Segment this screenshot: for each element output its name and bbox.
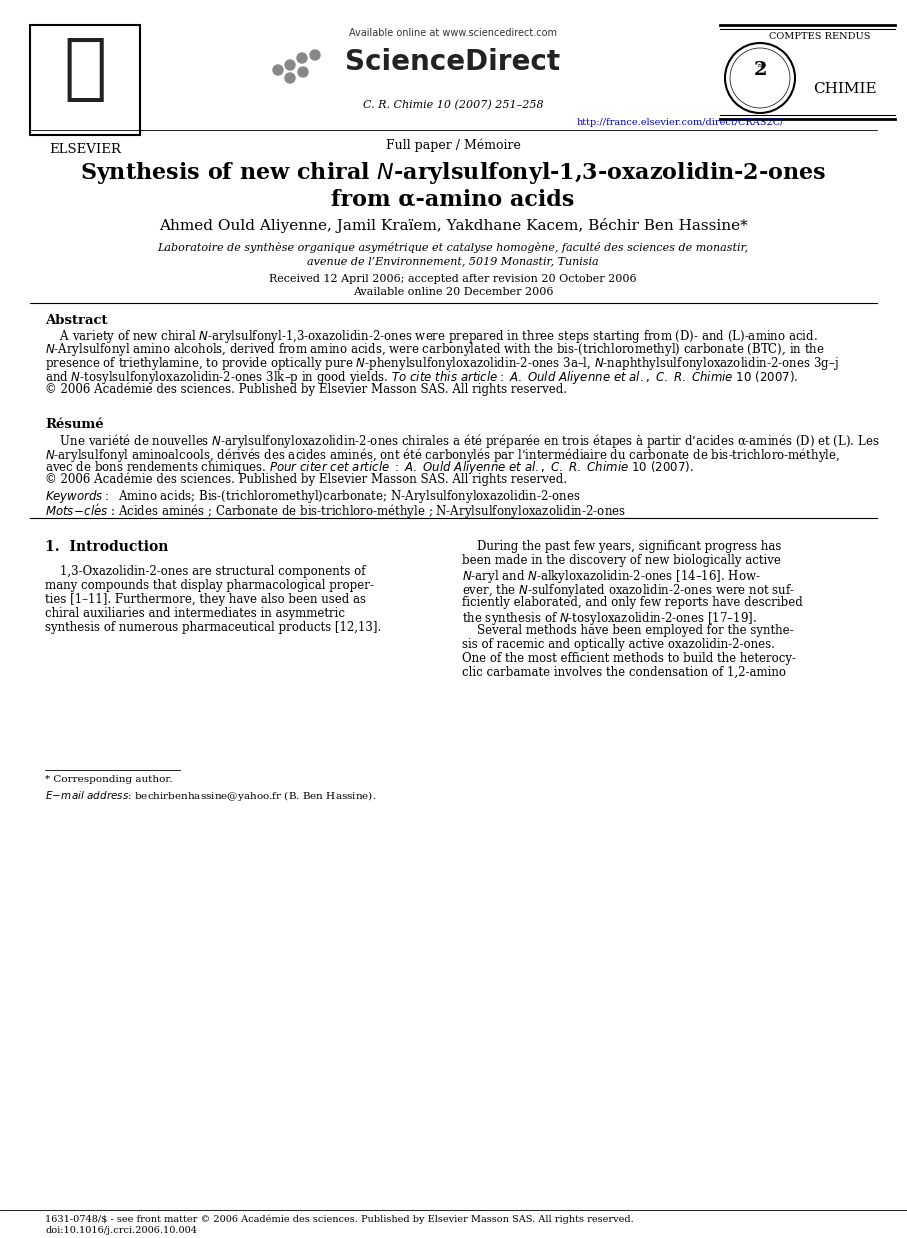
Text: Abstract: Abstract [45,314,108,327]
Text: Synthesis of new chiral $N$-arylsulfonyl-1,3-oxazolidin-2-ones: Synthesis of new chiral $N$-arylsulfonyl… [80,160,826,186]
Text: ties [1–11]. Furthermore, they have also been used as: ties [1–11]. Furthermore, they have also… [45,593,366,605]
Text: doi:10.1016/j.crci.2006.10.004: doi:10.1016/j.crci.2006.10.004 [45,1226,197,1236]
Text: Available online at www.sciencedirect.com: Available online at www.sciencedirect.co… [349,28,557,38]
Text: $\mathit{E\!-\!mail\ address}$: bechirbenhassine@yahoo.fr (B. Ben Hassine).: $\mathit{E\!-\!mail\ address}$: bechirbe… [45,789,376,803]
Text: © 2006 Académie des sciences. Published by Elsevier Masson SAS. All rights reser: © 2006 Académie des sciences. Published … [45,473,567,487]
Text: synthesis of numerous pharmaceutical products [12,13].: synthesis of numerous pharmaceutical pro… [45,621,381,634]
Text: One of the most efficient methods to build the heterocy-: One of the most efficient methods to bui… [462,652,796,665]
Text: Ahmed Ould Aliyenne, Jamil Kraïem, Yakdhane Kacem, Béchir Ben Hassine*: Ahmed Ould Aliyenne, Jamil Kraïem, Yakdh… [159,218,747,233]
Text: $\mathit{Mots\!-\!cl\acute{e}s}$ : Acides aminés ; Carbonate de bis-trichloro-mé: $\mathit{Mots\!-\!cl\acute{e}s}$ : Acide… [45,501,626,521]
Text: avec de bons rendements chimiques. $\mathit{Pour\ citer\ cet\ article\ :\ A.\ Ou: avec de bons rendements chimiques. $\mat… [45,459,694,475]
Text: Une variété de nouvelles $N$-arylsulfonyloxazolidin-2-ones chirales a été prépar: Une variété de nouvelles $N$-arylsulfony… [45,432,880,449]
Text: C. R. Chimie 10 (2007) 251–258: C. R. Chimie 10 (2007) 251–258 [363,100,543,110]
Circle shape [285,73,295,83]
FancyBboxPatch shape [30,25,140,135]
Text: Received 12 April 2006; accepted after revision 20 October 2006: Received 12 April 2006; accepted after r… [269,274,637,284]
Text: clic carbamate involves the condensation of 1,2-amino: clic carbamate involves the condensation… [462,666,786,678]
Text: $N$-aryl and $N$-alkyloxazolidin-2-ones [14–16]. How-: $N$-aryl and $N$-alkyloxazolidin-2-ones … [462,568,761,586]
Text: avenue de l’Environnement, 5019 Monastir, Tunisia: avenue de l’Environnement, 5019 Monastir… [307,256,599,266]
Text: $N$-Arylsulfonyl amino alcohols, derived from amino acids, were carbonylated wit: $N$-Arylsulfonyl amino alcohols, derived… [45,342,824,359]
Text: 1631-0748/$ - see front matter © 2006 Académie des sciences. Published by Elsevi: 1631-0748/$ - see front matter © 2006 Ac… [45,1214,634,1223]
Text: the synthesis of $N$-tosyloxazolidin-2-ones [17–19].: the synthesis of $N$-tosyloxazolidin-2-o… [462,610,756,626]
Text: CHIMIE: CHIMIE [814,82,877,97]
Circle shape [273,66,283,76]
Text: ficiently elaborated, and only few reports have described: ficiently elaborated, and only few repor… [462,595,803,609]
Text: © 2006 Académie des sciences. Published by Elsevier Masson SAS. All rights reser: © 2006 Académie des sciences. Published … [45,383,567,395]
Text: sis of racemic and optically active oxazolidin-2-ones.: sis of racemic and optically active oxaz… [462,638,775,651]
Text: $N$-arylsulfonyl aminoalcools, dérivés des acides aminés, ont été carbonylés par: $N$-arylsulfonyl aminoalcools, dérivés d… [45,446,840,463]
Text: $\mathit{Keywords:}$  Amino acids; Bis-(trichloromethyl)carbonate; N-Arylsulfony: $\mathit{Keywords:}$ Amino acids; Bis-(t… [45,488,580,505]
Text: Available online 20 December 2006: Available online 20 December 2006 [353,287,553,297]
Text: from α-amino acids: from α-amino acids [331,188,575,210]
Text: 2: 2 [753,61,766,79]
Text: COMPTES RENDUS: COMPTES RENDUS [769,32,871,41]
Text: and $N$-tosylsulfonyloxazolidin-2-ones 3lk–p in good yields. $\mathit{To\ cite\ : and $N$-tosylsulfonyloxazolidin-2-ones 3… [45,369,798,385]
Text: ScienceDirect: ScienceDirect [346,48,561,76]
Text: Full paper / Mémoire: Full paper / Mémoire [385,137,521,151]
Text: ELSEVIER: ELSEVIER [49,144,121,156]
Text: 1,3-Oxazolidin-2-ones are structural components of: 1,3-Oxazolidin-2-ones are structural com… [45,565,366,578]
Circle shape [297,53,307,63]
Text: A variety of new chiral $N$-arylsulfonyl-1,3-oxazolidin-2-ones were prepared in : A variety of new chiral $N$-arylsulfonyl… [45,328,818,345]
Text: During the past few years, significant progress has: During the past few years, significant p… [462,540,781,553]
Circle shape [310,50,320,59]
Text: chiral auxiliaries and intermediates in asymmetric: chiral auxiliaries and intermediates in … [45,607,345,620]
Text: ≈: ≈ [756,59,764,69]
Text: been made in the discovery of new biologically active: been made in the discovery of new biolog… [462,553,781,567]
Circle shape [285,59,295,71]
Text: 1.  Introduction: 1. Introduction [45,540,169,553]
Text: presence of triethylamine, to provide optically pure $N$-phenylsulfonyloxazolidi: presence of triethylamine, to provide op… [45,355,839,371]
Text: many compounds that display pharmacological proper-: many compounds that display pharmacologi… [45,579,374,592]
Text: Several methods have been employed for the synthe-: Several methods have been employed for t… [462,624,794,638]
Text: 🌳: 🌳 [63,35,107,104]
Text: * Corresponding author.: * Corresponding author. [45,775,172,784]
Circle shape [298,67,308,77]
Text: Laboratoire de synthèse organique asymétrique et catalyse homogène, faculté des : Laboratoire de synthèse organique asymét… [158,241,748,253]
Text: Résumé: Résumé [45,418,103,431]
Text: http://france.elsevier.com/direct/CRAS2C/: http://france.elsevier.com/direct/CRAS2C… [576,118,784,128]
Text: ever, the $N$-sulfonylated oxazolidin-2-ones were not suf-: ever, the $N$-sulfonylated oxazolidin-2-… [462,582,795,599]
